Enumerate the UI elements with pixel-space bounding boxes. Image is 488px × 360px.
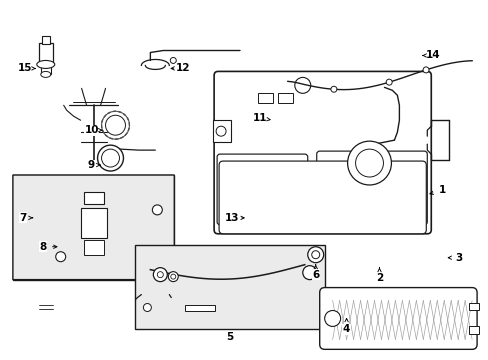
Circle shape [324, 310, 340, 327]
Text: 11: 11 [252, 113, 266, 123]
FancyBboxPatch shape [316, 151, 427, 225]
FancyBboxPatch shape [219, 161, 426, 234]
Circle shape [355, 149, 383, 177]
Circle shape [422, 67, 428, 73]
Text: 12: 12 [176, 63, 190, 73]
Text: 4: 4 [342, 324, 349, 334]
Bar [83, 192, 103, 204]
Circle shape [56, 252, 65, 262]
Circle shape [170, 274, 175, 279]
Bar [13, 175, 174, 280]
Circle shape [102, 149, 119, 167]
Circle shape [347, 141, 390, 185]
Circle shape [386, 79, 391, 85]
Circle shape [157, 272, 163, 278]
Circle shape [168, 272, 178, 282]
Polygon shape [13, 175, 174, 280]
Circle shape [152, 205, 162, 215]
Bar [81, 208, 106, 238]
Text: 3: 3 [455, 253, 462, 263]
Text: 7: 7 [19, 213, 26, 223]
Ellipse shape [41, 71, 51, 77]
Bar [39, 42, 53, 64]
Circle shape [330, 86, 336, 92]
Circle shape [153, 268, 167, 282]
FancyBboxPatch shape [319, 288, 476, 349]
Circle shape [98, 145, 123, 171]
Bar [41, 64, 51, 75]
Text: 14: 14 [425, 50, 440, 60]
Circle shape [302, 266, 316, 280]
Text: 10: 10 [84, 125, 99, 135]
FancyBboxPatch shape [214, 71, 430, 234]
Bar [83, 240, 103, 255]
Bar [41, 36, 50, 44]
Circle shape [105, 115, 125, 135]
Bar [213, 120, 230, 142]
Bar [185, 305, 215, 311]
Bar [135, 245, 324, 329]
FancyBboxPatch shape [217, 154, 307, 225]
Text: 15: 15 [18, 63, 32, 73]
Text: 13: 13 [224, 213, 239, 223]
Text: 1: 1 [438, 185, 445, 195]
Circle shape [311, 251, 319, 259]
Ellipse shape [37, 60, 55, 68]
Bar [468, 327, 478, 334]
Bar [258, 93, 272, 103]
Text: 9: 9 [87, 160, 94, 170]
Text: 5: 5 [226, 332, 233, 342]
Circle shape [307, 247, 323, 263]
Bar [468, 302, 478, 310]
Text: 8: 8 [39, 242, 46, 252]
Circle shape [294, 77, 310, 93]
Text: 6: 6 [311, 270, 319, 280]
Circle shape [143, 303, 151, 311]
Circle shape [170, 58, 176, 63]
Bar [277, 93, 292, 103]
Circle shape [216, 126, 225, 136]
Text: 2: 2 [375, 273, 382, 283]
